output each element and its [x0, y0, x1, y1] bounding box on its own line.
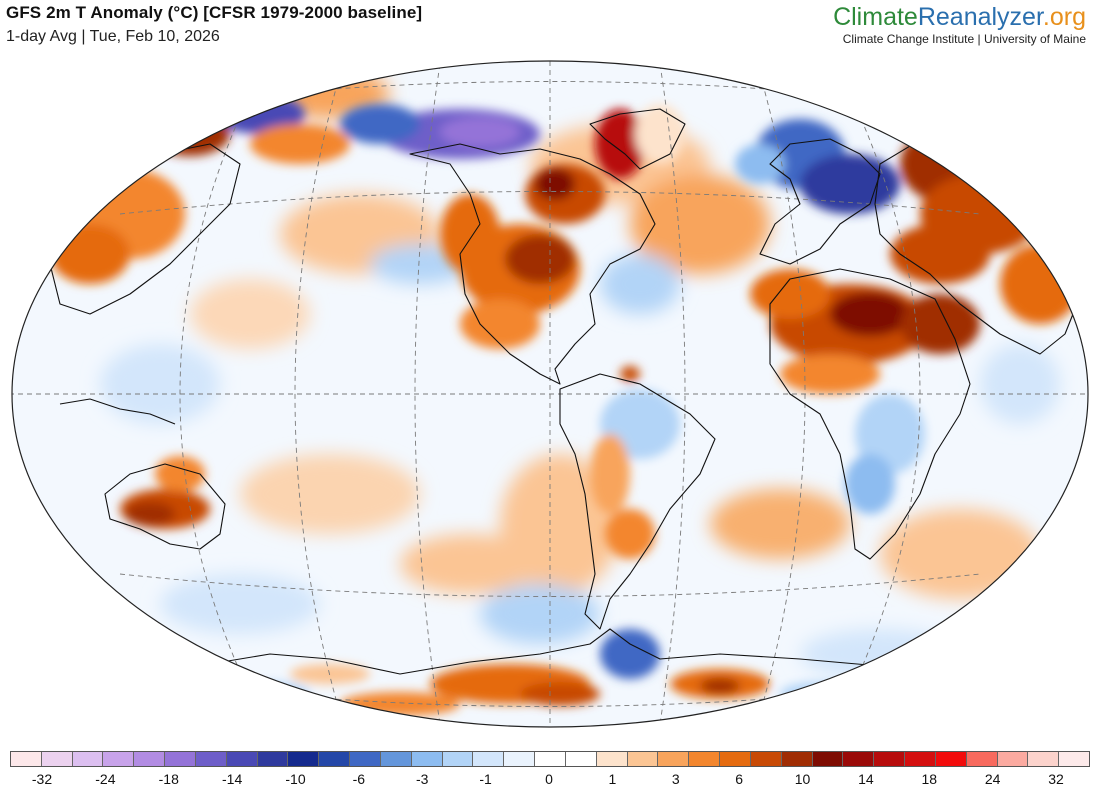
colorbar-swatch: [380, 752, 412, 766]
coastlines: [49, 108, 1086, 675]
colorbar-swatch: [750, 752, 782, 766]
colorbar-swatch: [966, 752, 998, 766]
coast-africa: [769, 268, 971, 560]
colorbar-tick-label: 14: [858, 771, 874, 787]
colorbar-tick-label: -10: [285, 771, 306, 787]
colorbar-swatch: [689, 752, 721, 766]
colorbar-tick-label: 18: [921, 771, 938, 787]
colorbar-swatch: [11, 752, 42, 766]
colorbar-swatch: [843, 752, 875, 766]
colorbar-tick-label: -3: [416, 771, 429, 787]
colorbar-tick-label: -24: [95, 771, 116, 787]
colorbar-swatch: [411, 752, 443, 766]
anomaly-map: [11, 60, 1089, 728]
globe-outline: [11, 60, 1089, 728]
map-subtitle: 1-day Avg | Tue, Feb 10, 2026: [6, 28, 220, 45]
coast-south-america: [559, 373, 716, 630]
colorbar-tick-label: -14: [222, 771, 243, 787]
colorbar-swatch: [350, 752, 381, 766]
colorbar-swatch: [1059, 752, 1089, 766]
colorbar-swatch: [257, 752, 289, 766]
colorbar-tick-label: 1: [608, 771, 617, 787]
coast-north-america: [409, 143, 656, 385]
colorbar-swatch: [874, 752, 906, 766]
map-area: [0, 54, 1100, 734]
colorbar-tick-label: -6: [352, 771, 366, 787]
colorbar-tick-label: 24: [984, 771, 1001, 787]
colorbar-swatch: [658, 752, 690, 766]
colorbar-swatch: [627, 752, 659, 766]
colorbar-swatch: [41, 752, 73, 766]
colorbar-swatch: [226, 752, 258, 766]
colorbar-swatch: [812, 752, 844, 766]
colorbar-tick-label: -32: [31, 771, 53, 787]
coast-antarctica: [209, 628, 881, 675]
colorbar-tick-label: 6: [735, 771, 744, 787]
colorbar-swatch: [165, 752, 196, 766]
colorbar: [10, 751, 1090, 767]
colorbar-tick-label: 10: [794, 771, 811, 787]
map-fill: [12, 61, 1088, 727]
coast-greenland: [589, 108, 686, 170]
colorbar-swatch: [781, 752, 813, 766]
colorbar-swatch: [288, 752, 320, 766]
colorbar-swatch: [1028, 752, 1060, 766]
coast-indonesia: [59, 398, 176, 425]
brand-subtitle: Climate Change Institute | University of…: [842, 32, 1086, 46]
colorbar-swatch: [103, 752, 135, 766]
colorbar-swatch: [720, 752, 751, 766]
ocean-anomaly-field: [100, 69, 1060, 679]
brand-block[interactable]: ClimateReanalyzer.org Climate Change Ins…: [833, 2, 1086, 46]
colorbar-tick-label: 0: [545, 771, 553, 787]
colorbar-tick-label: -1: [479, 771, 492, 787]
colorbar-swatch: [504, 752, 536, 766]
colorbar-tick-label: 32: [1048, 771, 1064, 787]
colorbar-swatch: [596, 752, 628, 766]
coast-australia: [104, 463, 226, 550]
colorbar-swatch: [442, 752, 474, 766]
colorbar-swatch: [473, 752, 505, 766]
colorbar-swatch: [195, 752, 227, 766]
colorbar-tick-label: 3: [671, 771, 680, 787]
colorbar-swatch: [72, 752, 104, 766]
colorbar-swatch: [134, 752, 166, 766]
colorbar-swatch: [535, 752, 566, 766]
brand-logo-part-org: .org: [1042, 3, 1086, 31]
colorbar-swatch: [935, 752, 967, 766]
coast-europe: [759, 138, 881, 265]
colorbar-swatch: [905, 752, 936, 766]
map-title: GFS 2m T Anomaly (°C) [CFSR 1979-2000 ba…: [6, 3, 423, 22]
colorbar-labels: -32 -24 -18 -14 -10 -6 -3 -1 0 1 3 6 10 14 18 24 32: [10, 771, 1090, 791]
colorbar-swatch: [319, 752, 351, 766]
colorbar-tick-label: -18: [158, 771, 179, 787]
colorbar-swatch: [565, 752, 597, 766]
brand-logo[interactable]: ClimateReanalyzer.org: [833, 2, 1086, 32]
brand-logo-part-climate: Climate: [833, 3, 918, 31]
colorbar-swatch: [997, 752, 1029, 766]
brand-logo-part-reanalyzer: Reanalyzer: [917, 3, 1043, 31]
